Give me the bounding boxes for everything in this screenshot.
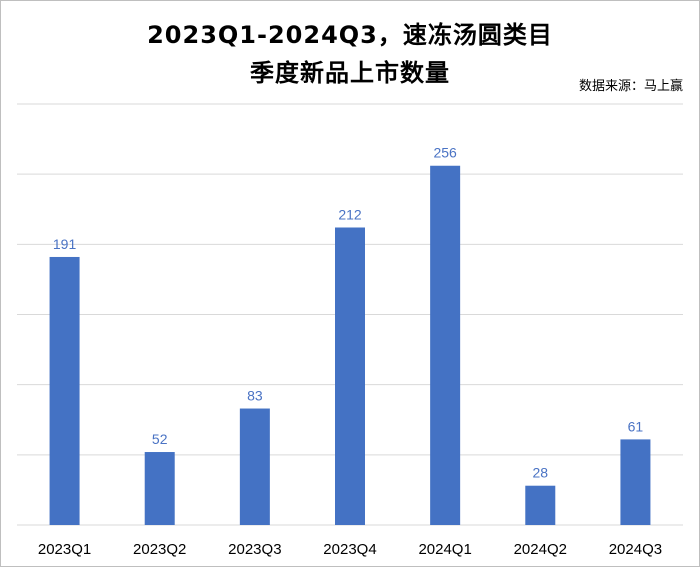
data-label-2024Q1: 256 [433,145,457,161]
x-tick-2024Q1: 2024Q1 [418,541,471,558]
bar-2023Q2 [144,452,175,525]
data-label-2023Q1: 191 [53,236,77,252]
data-label-2024Q2: 28 [532,465,548,481]
data-label-2023Q2: 52 [152,431,168,447]
x-tick-2023Q1: 2023Q1 [38,541,91,558]
bar-2024Q3 [620,439,651,525]
data-label-2024Q3: 61 [628,418,644,434]
bar-2023Q1 [49,256,80,525]
x-tick-2024Q2: 2024Q2 [514,541,567,558]
data-label-2023Q4: 212 [338,206,362,222]
x-tick-2023Q4: 2023Q4 [323,541,376,558]
bar-2023Q4 [335,227,365,525]
x-tick-2024Q3: 2024Q3 [609,541,662,558]
chart-title-line2: 季度新品上市数量 [250,59,450,87]
bar-2023Q3 [239,408,270,525]
bar-2024Q2 [525,485,556,525]
x-tick-2023Q3: 2023Q3 [228,541,281,558]
data-label-2023Q3: 83 [247,388,263,404]
data-source-note: 数据来源：马上赢 [578,79,683,94]
x-tick-2023Q2: 2023Q2 [133,541,186,558]
chart-title-line1: 2023Q1-2024Q3，速冻汤圆类目 [147,21,553,49]
bar-2024Q1 [430,165,461,525]
